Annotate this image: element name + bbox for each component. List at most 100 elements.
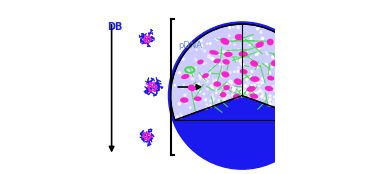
- Circle shape: [215, 62, 218, 65]
- Circle shape: [227, 51, 228, 52]
- Circle shape: [191, 71, 192, 72]
- Circle shape: [257, 91, 259, 93]
- Circle shape: [222, 86, 223, 87]
- Circle shape: [285, 71, 287, 72]
- Ellipse shape: [292, 70, 299, 75]
- Circle shape: [274, 89, 277, 91]
- Circle shape: [268, 100, 270, 102]
- Circle shape: [261, 96, 263, 98]
- Circle shape: [206, 80, 208, 82]
- Circle shape: [229, 71, 231, 74]
- Circle shape: [262, 79, 264, 81]
- Circle shape: [256, 42, 257, 43]
- Circle shape: [250, 75, 251, 76]
- Circle shape: [239, 70, 241, 72]
- Circle shape: [270, 102, 271, 103]
- Circle shape: [220, 68, 223, 70]
- Circle shape: [233, 27, 234, 28]
- Circle shape: [288, 48, 290, 50]
- Circle shape: [226, 61, 229, 63]
- Circle shape: [282, 86, 283, 87]
- Circle shape: [253, 88, 254, 89]
- Circle shape: [271, 86, 273, 88]
- Ellipse shape: [222, 59, 230, 65]
- Circle shape: [181, 75, 182, 76]
- Circle shape: [222, 75, 223, 77]
- Circle shape: [247, 91, 248, 92]
- Circle shape: [290, 78, 291, 80]
- Circle shape: [288, 89, 291, 92]
- Circle shape: [223, 98, 225, 100]
- Ellipse shape: [224, 52, 233, 57]
- Circle shape: [244, 95, 246, 96]
- Circle shape: [250, 91, 251, 93]
- Circle shape: [221, 73, 223, 75]
- Circle shape: [251, 90, 254, 92]
- Circle shape: [243, 94, 245, 96]
- Circle shape: [185, 102, 187, 104]
- Circle shape: [211, 87, 213, 88]
- Circle shape: [240, 91, 242, 93]
- Circle shape: [184, 94, 186, 96]
- Circle shape: [228, 35, 230, 37]
- Circle shape: [237, 26, 239, 29]
- Circle shape: [304, 77, 305, 78]
- Circle shape: [251, 70, 253, 72]
- Circle shape: [199, 78, 201, 80]
- Circle shape: [246, 92, 248, 94]
- Circle shape: [215, 92, 217, 94]
- Circle shape: [256, 66, 259, 68]
- Circle shape: [273, 96, 275, 98]
- Circle shape: [218, 53, 221, 55]
- Circle shape: [240, 39, 242, 41]
- Circle shape: [248, 96, 251, 98]
- Ellipse shape: [240, 69, 248, 74]
- Circle shape: [297, 86, 298, 87]
- Circle shape: [285, 63, 288, 65]
- Circle shape: [225, 86, 228, 89]
- Circle shape: [260, 31, 262, 33]
- Ellipse shape: [221, 71, 229, 77]
- Ellipse shape: [255, 41, 264, 48]
- Circle shape: [237, 57, 239, 58]
- Circle shape: [200, 45, 203, 47]
- Circle shape: [245, 91, 246, 93]
- Circle shape: [233, 88, 234, 89]
- Circle shape: [305, 116, 307, 119]
- Circle shape: [190, 107, 191, 108]
- Circle shape: [198, 42, 199, 43]
- Circle shape: [183, 84, 185, 86]
- Circle shape: [226, 52, 229, 54]
- Circle shape: [262, 94, 263, 95]
- Circle shape: [233, 96, 234, 97]
- Circle shape: [271, 66, 273, 68]
- Circle shape: [206, 101, 207, 102]
- Ellipse shape: [276, 43, 284, 50]
- Circle shape: [259, 85, 260, 87]
- Circle shape: [223, 51, 226, 54]
- Circle shape: [248, 96, 251, 98]
- Circle shape: [250, 38, 252, 39]
- Circle shape: [284, 43, 286, 44]
- Circle shape: [208, 76, 209, 78]
- Circle shape: [268, 72, 271, 74]
- Circle shape: [212, 58, 214, 60]
- Circle shape: [258, 46, 260, 49]
- Circle shape: [198, 84, 200, 86]
- Circle shape: [239, 60, 241, 62]
- Ellipse shape: [209, 50, 219, 55]
- Circle shape: [254, 92, 256, 94]
- Circle shape: [275, 58, 277, 61]
- Circle shape: [216, 89, 218, 91]
- Circle shape: [300, 78, 301, 79]
- Circle shape: [256, 52, 259, 55]
- Circle shape: [200, 74, 201, 75]
- Ellipse shape: [233, 94, 240, 99]
- Circle shape: [259, 48, 260, 49]
- Circle shape: [251, 61, 253, 63]
- Circle shape: [198, 90, 200, 92]
- Circle shape: [238, 91, 240, 93]
- Circle shape: [246, 85, 249, 88]
- Circle shape: [212, 100, 214, 101]
- Circle shape: [210, 72, 211, 73]
